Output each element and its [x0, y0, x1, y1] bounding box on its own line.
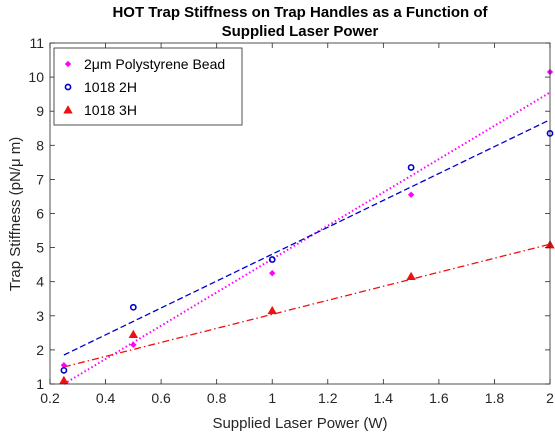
fit-line-series-2	[63, 243, 551, 368]
data-point-series-1-3	[407, 164, 415, 171]
y-tick-label: 9	[36, 103, 44, 119]
x-tick-label: 2	[546, 390, 554, 406]
x-tick-label: 1.8	[485, 390, 505, 406]
legend-label-series-0: 2μm Polystyrene Bead	[84, 56, 225, 72]
data-point-series-2-3	[406, 271, 416, 281]
y-tick-label: 6	[36, 206, 44, 222]
data-point-series-2-2	[267, 305, 277, 315]
y-tick-label: 10	[28, 69, 44, 85]
y-tick-label: 7	[36, 171, 44, 187]
y-tick-label: 4	[36, 274, 44, 290]
x-tick-label: 0.6	[151, 390, 171, 406]
x-tick-label: 1.2	[318, 390, 338, 406]
data-point-series-2-0	[59, 375, 69, 385]
x-tick-label: 0.8	[207, 390, 227, 406]
data-point-series-1-0	[60, 366, 68, 374]
y-axis-label: Trap Stiffness (pN/μ m)	[7, 137, 24, 292]
data-point-series-0-2	[269, 270, 276, 277]
data-point-series-0-3	[407, 191, 415, 198]
fit-line-series-1	[63, 119, 551, 356]
y-tick-label: 3	[36, 308, 44, 324]
fit-line-series-0	[63, 91, 551, 385]
x-tick-label: 1.4	[374, 390, 394, 406]
data-point-series-1-2	[268, 256, 276, 263]
y-tick-label: 5	[36, 240, 44, 256]
axes: 0.2 0.4 0.6 0.8 1 1.2 1.4 1.6 1.8 2 1 2 3 4 5 6 7 8 9 10 11	[28, 35, 554, 406]
x-tick-label: 1.6	[429, 390, 449, 406]
legend-box	[53, 47, 243, 126]
y-tick-label: 11	[29, 35, 44, 51]
legend-label-series-1: 1018 2H	[84, 79, 137, 95]
chart-title-line-2: Supplied Laser Power	[222, 23, 379, 40]
x-axis-label: Supplied Laser Power (W)	[212, 415, 387, 432]
legend-marker-series-0	[64, 60, 72, 68]
legend-marker-series-2	[63, 105, 73, 114]
chart-title-line-1: HOT Trap Stiffness on Trap Handles as a …	[112, 4, 488, 21]
legend-label-series-2: 1018 3H	[84, 102, 137, 118]
data-point-series-1-1	[129, 303, 137, 311]
legend-marker-series-1	[64, 83, 72, 91]
data-point-series-2-1	[128, 329, 139, 339]
y-tick-label: 2	[36, 342, 44, 358]
data-point-series-0-1	[130, 341, 137, 348]
data-markers	[59, 68, 555, 385]
x-tick-label: 0.4	[96, 390, 116, 406]
legend: 2μm Polystyrene Bead 1018 2H 1018 3H	[53, 47, 243, 126]
fit-lines	[63, 91, 551, 385]
x-tick-label: 0.2	[40, 390, 60, 406]
y-tick-label: 1	[36, 376, 44, 392]
x-tick-label: 1	[268, 390, 276, 406]
y-tick-label: 8	[36, 137, 44, 153]
